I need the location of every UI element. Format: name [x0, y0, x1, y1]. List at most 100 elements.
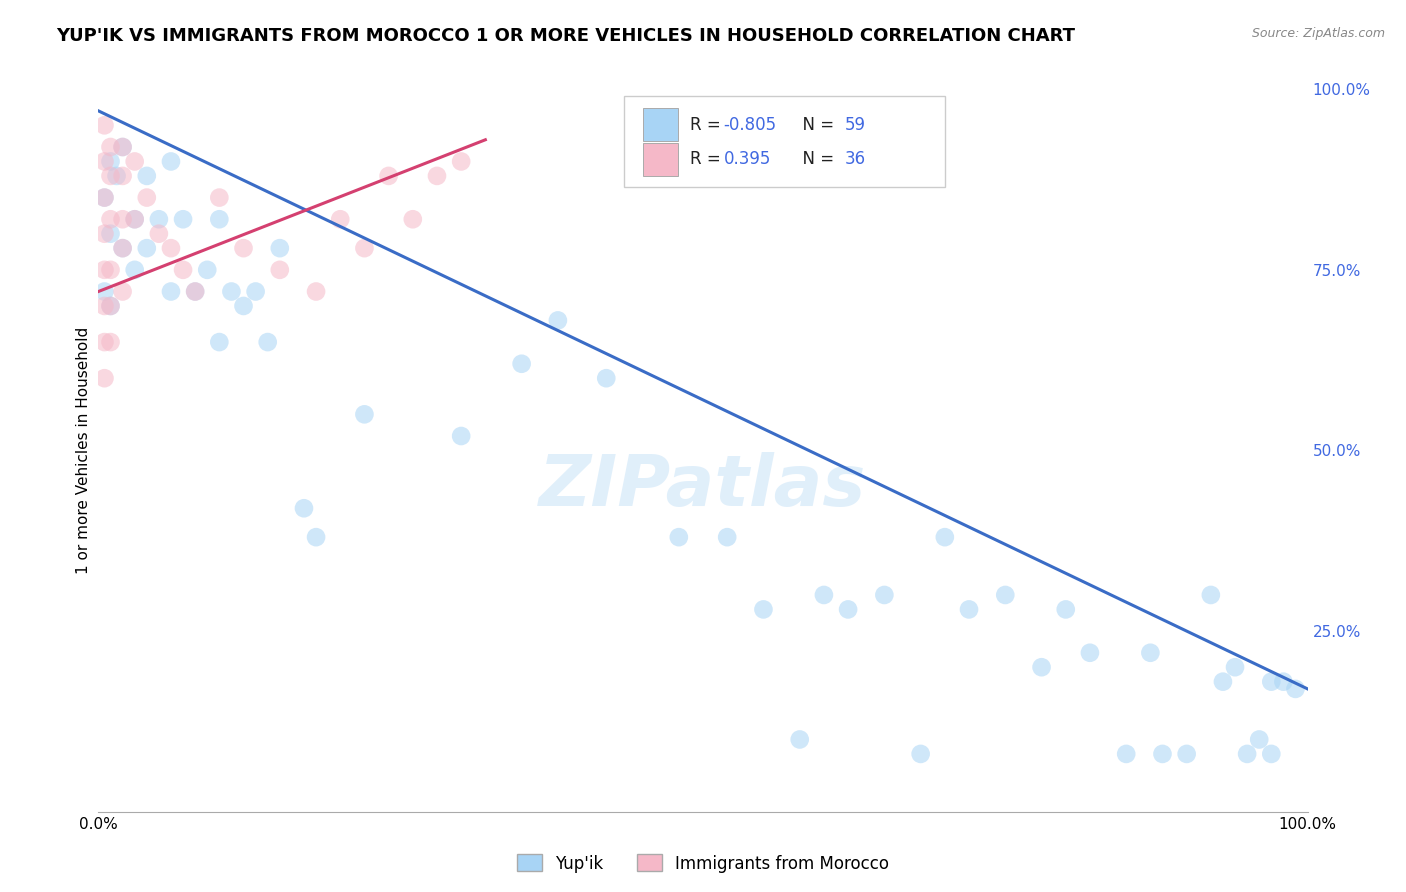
- Point: [269, 241, 291, 255]
- Point: [93, 154, 115, 169]
- Point: [873, 588, 896, 602]
- Point: [1078, 646, 1101, 660]
- Point: [1199, 588, 1222, 602]
- Point: [93, 285, 115, 299]
- Point: [124, 212, 146, 227]
- Point: [105, 169, 128, 183]
- Point: [184, 285, 207, 299]
- Point: [668, 530, 690, 544]
- Y-axis label: 1 or more Vehicles in Household: 1 or more Vehicles in Household: [76, 326, 91, 574]
- Text: R =: R =: [690, 150, 731, 169]
- Point: [402, 212, 425, 227]
- Point: [269, 262, 291, 277]
- Point: [1054, 602, 1077, 616]
- Point: [124, 212, 146, 227]
- Point: [305, 285, 328, 299]
- Point: [93, 227, 115, 241]
- Point: [716, 530, 738, 544]
- Point: [111, 241, 134, 255]
- Point: [450, 429, 472, 443]
- Point: [93, 119, 115, 133]
- Point: [148, 227, 170, 241]
- Point: [100, 169, 122, 183]
- Point: [329, 212, 352, 227]
- Point: [1249, 732, 1271, 747]
- Point: [208, 212, 231, 227]
- Point: [377, 169, 399, 183]
- Point: [547, 313, 569, 327]
- Point: [100, 227, 122, 241]
- Point: [256, 334, 278, 349]
- Text: Source: ZipAtlas.com: Source: ZipAtlas.com: [1251, 27, 1385, 40]
- Point: [111, 140, 134, 154]
- Point: [172, 212, 194, 227]
- Text: R =: R =: [690, 116, 725, 134]
- Point: [1272, 674, 1295, 689]
- Point: [93, 191, 115, 205]
- Point: [111, 212, 134, 227]
- Point: [994, 588, 1017, 602]
- Point: [148, 212, 170, 227]
- Point: [510, 357, 533, 371]
- Point: [934, 530, 956, 544]
- Point: [100, 140, 122, 154]
- Point: [208, 191, 231, 205]
- Point: [124, 262, 146, 277]
- Point: [135, 191, 157, 205]
- Point: [789, 732, 811, 747]
- Point: [184, 285, 207, 299]
- Point: [305, 530, 328, 544]
- Point: [1284, 681, 1306, 696]
- Point: [1152, 747, 1174, 761]
- Point: [195, 262, 218, 277]
- Point: [111, 241, 134, 255]
- Point: [426, 169, 449, 183]
- Text: N =: N =: [793, 150, 839, 169]
- Point: [957, 602, 980, 616]
- Text: YUP'IK VS IMMIGRANTS FROM MOROCCO 1 OR MORE VEHICLES IN HOUSEHOLD CORRELATION CH: YUP'IK VS IMMIGRANTS FROM MOROCCO 1 OR M…: [56, 27, 1076, 45]
- Legend: Yup'ik, Immigrants from Morocco: Yup'ik, Immigrants from Morocco: [510, 847, 896, 880]
- Point: [93, 191, 115, 205]
- Point: [93, 334, 115, 349]
- Point: [221, 285, 243, 299]
- Point: [160, 285, 183, 299]
- Text: -0.805: -0.805: [724, 116, 776, 134]
- Point: [1260, 674, 1282, 689]
- Point: [837, 602, 859, 616]
- Text: 59: 59: [845, 116, 866, 134]
- Text: ZIPatlas: ZIPatlas: [540, 452, 866, 521]
- Point: [160, 241, 183, 255]
- Point: [93, 262, 115, 277]
- Point: [595, 371, 617, 385]
- Point: [100, 212, 122, 227]
- Point: [111, 140, 134, 154]
- Point: [752, 602, 775, 616]
- Point: [111, 169, 134, 183]
- Point: [232, 299, 254, 313]
- Point: [353, 407, 375, 421]
- Point: [93, 299, 115, 313]
- Text: 0.395: 0.395: [724, 150, 770, 169]
- Point: [1260, 747, 1282, 761]
- Point: [100, 154, 122, 169]
- FancyBboxPatch shape: [643, 108, 678, 141]
- Text: 36: 36: [845, 150, 866, 169]
- Point: [1212, 674, 1234, 689]
- Point: [353, 241, 375, 255]
- Point: [1031, 660, 1053, 674]
- Text: N =: N =: [793, 116, 839, 134]
- Point: [450, 154, 472, 169]
- Point: [245, 285, 267, 299]
- FancyBboxPatch shape: [624, 96, 945, 186]
- Point: [1139, 646, 1161, 660]
- Point: [135, 241, 157, 255]
- Point: [135, 169, 157, 183]
- Point: [172, 262, 194, 277]
- Point: [1115, 747, 1137, 761]
- Point: [100, 299, 122, 313]
- Point: [1236, 747, 1258, 761]
- Point: [100, 299, 122, 313]
- Point: [292, 501, 315, 516]
- Point: [93, 371, 115, 385]
- Point: [160, 154, 183, 169]
